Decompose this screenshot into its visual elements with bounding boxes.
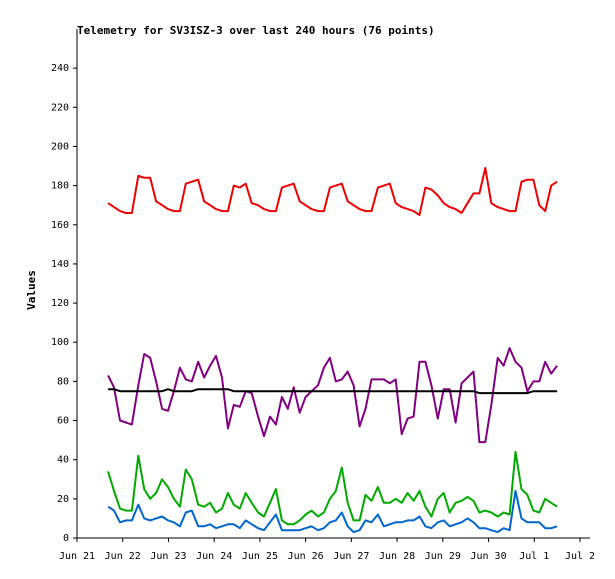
y-tick-label: 40 [57, 455, 69, 466]
y-tick-label: 20 [57, 494, 69, 505]
x-tick-label: Jun 22 [105, 551, 141, 562]
x-tick-label: Jun 21 [59, 551, 95, 562]
x-tick-label: Jun 23 [150, 551, 186, 562]
chart-title: Telemetry for SV3ISZ-3 over last 240 hou… [77, 24, 435, 37]
y-tick-label: 100 [51, 337, 69, 348]
y-tick-label: 60 [57, 416, 69, 427]
x-tick-label: Jun 26 [288, 551, 324, 562]
x-tick-label: Jun 27 [333, 551, 369, 562]
series-line [107, 450, 558, 526]
y-axis-label: Values [25, 270, 38, 310]
y-tick-label: 160 [51, 220, 69, 231]
x-tick-label: Jun 30 [470, 551, 506, 562]
x-tick-label: Jul 2 [565, 551, 595, 562]
x-tick-label: Jul 1 [519, 551, 549, 562]
y-tick-label: 220 [51, 102, 69, 113]
x-tick-label: Jun 29 [425, 551, 461, 562]
x-tick-label: Jun 25 [242, 551, 278, 562]
series-line [107, 490, 558, 534]
x-tick-label: Jun 28 [379, 551, 415, 562]
series-line [107, 167, 558, 216]
y-tick-label: 200 [51, 141, 69, 152]
y-tick-label: 80 [57, 376, 69, 387]
y-tick-label: 140 [51, 259, 69, 270]
x-tick-label: Jun 24 [196, 551, 232, 562]
y-tick-label: 180 [51, 181, 69, 192]
series-line [107, 347, 558, 444]
series-line [108, 388, 558, 395]
y-tick-label: 0 [63, 533, 69, 544]
y-tick-label: 240 [51, 63, 69, 74]
y-tick-label: 120 [51, 298, 69, 309]
